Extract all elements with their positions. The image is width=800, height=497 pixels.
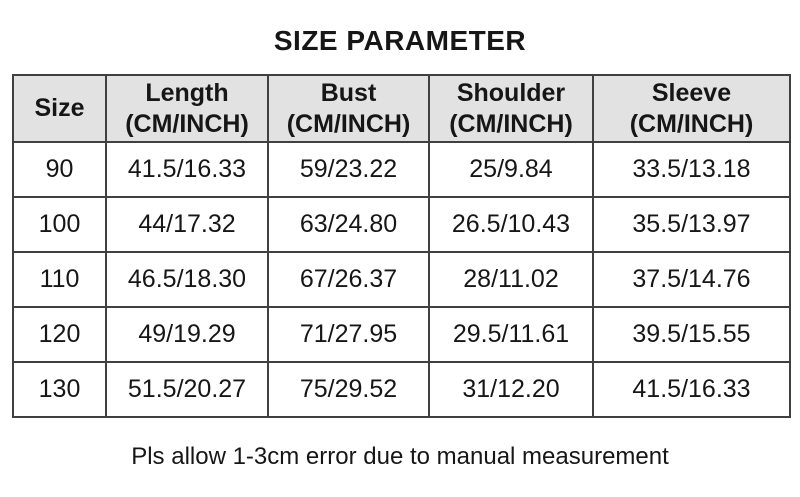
page-title: SIZE PARAMETER [273,25,527,56]
cell-shoulder: 25/9.84 [428,141,594,199]
cell-size: 120 [12,306,107,364]
column-unit: (CM/INCH) [629,109,754,138]
table-row-size-110: 110 46.5/18.30 67/26.37 28/11.02 37.5/14… [12,251,791,309]
cell-sleeve: 41.5/16.33 [592,361,791,419]
cell-size: 100 [12,196,107,254]
column-label: Sleeve [651,79,732,108]
cell-bust: 75/29.52 [267,361,430,419]
column-header-shoulder: Shoulder (CM/INCH) [428,74,594,144]
cell-sleeve: 35.5/13.97 [592,196,791,254]
table-row-size-120: 120 49/19.29 71/27.95 29.5/11.61 39.5/15… [12,306,791,364]
measurement-note: Pls allow 1-3cm error due to manual meas… [131,443,669,471]
cell-length: 51.5/20.27 [105,361,269,419]
table-row-size-90: 90 41.5/16.33 59/23.22 25/9.84 33.5/13.1… [12,141,791,199]
column-header-size: Size [12,74,107,144]
cell-bust: 71/27.95 [267,306,430,364]
cell-length: 49/19.29 [105,306,269,364]
column-unit: (CM/INCH) [125,109,249,138]
cell-bust: 63/24.80 [267,196,430,254]
cell-sleeve: 33.5/13.18 [592,141,791,199]
column-header-sleeve: Sleeve (CM/INCH) [592,74,791,144]
column-label: Size [34,94,85,123]
size-parameter-table: Size Length (CM/INCH) Bust (CM/INCH) Sho… [12,74,791,419]
cell-bust: 67/26.37 [267,251,430,309]
cell-shoulder: 31/12.20 [428,361,594,419]
column-label: Length [145,79,229,108]
cell-length: 46.5/18.30 [105,251,269,309]
cell-shoulder: 26.5/10.43 [428,196,594,254]
cell-length: 44/17.32 [105,196,269,254]
table-header-row: Size Length (CM/INCH) Bust (CM/INCH) Sho… [12,74,791,144]
cell-shoulder: 29.5/11.61 [428,306,594,364]
cell-size: 130 [12,361,107,419]
column-header-length: Length (CM/INCH) [105,74,269,144]
cell-length: 41.5/16.33 [105,141,269,199]
cell-size: 110 [12,251,107,309]
cell-shoulder: 28/11.02 [428,251,594,309]
column-label: Bust [320,79,377,108]
table-row-size-100: 100 44/17.32 63/24.80 26.5/10.43 35.5/13… [12,196,791,254]
column-header-bust: Bust (CM/INCH) [267,74,430,144]
cell-sleeve: 39.5/15.55 [592,306,791,364]
column-unit: (CM/INCH) [449,109,573,138]
cell-bust: 59/23.22 [267,141,430,199]
table-row-size-130: 130 51.5/20.27 75/29.52 31/12.20 41.5/16… [12,361,791,419]
cell-size: 90 [12,141,107,199]
column-label: Shoulder [456,79,566,108]
cell-sleeve: 37.5/14.76 [592,251,791,309]
column-unit: (CM/INCH) [286,109,411,138]
